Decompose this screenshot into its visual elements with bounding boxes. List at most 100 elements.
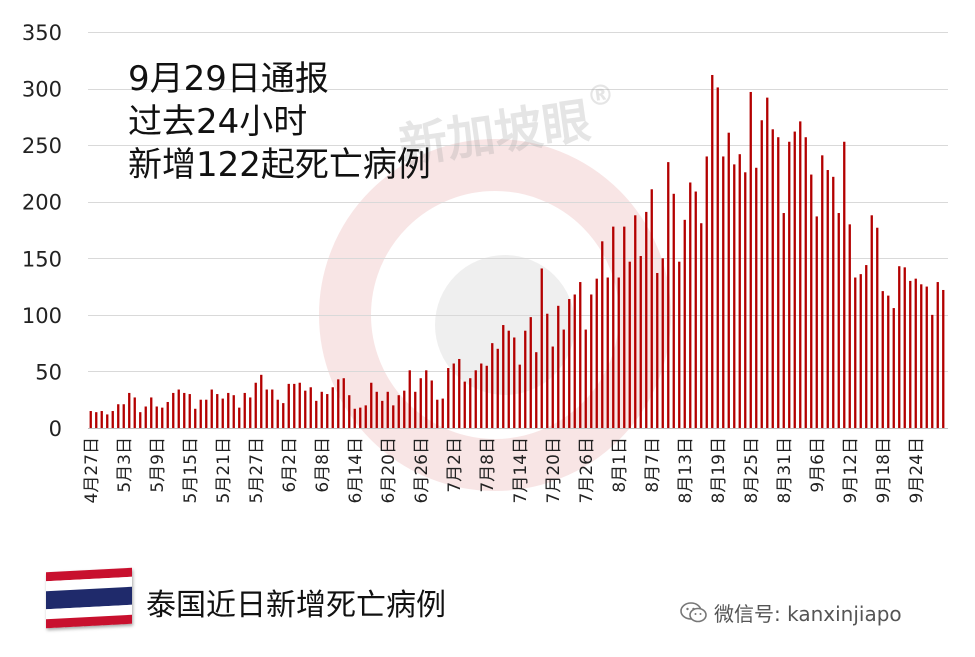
chart-caption: 泰国近日新增死亡病例 xyxy=(146,588,446,623)
bar xyxy=(425,370,428,428)
bar xyxy=(128,392,131,428)
bar xyxy=(419,378,422,428)
x-tick-label: 9月18日 xyxy=(874,437,894,503)
bar xyxy=(942,289,945,428)
bar xyxy=(579,282,582,428)
bar xyxy=(304,390,307,428)
y-tick-label: 200 xyxy=(22,191,62,215)
bar xyxy=(848,224,851,428)
bar xyxy=(595,278,598,428)
bar xyxy=(881,291,884,428)
x-tick-label: 8月7日 xyxy=(643,437,663,493)
bar xyxy=(551,346,554,428)
gridlines xyxy=(88,32,948,372)
x-tick-label: 4月27日 xyxy=(82,437,102,503)
bar xyxy=(760,120,763,428)
bar xyxy=(139,412,142,428)
bar xyxy=(557,305,560,428)
bar xyxy=(447,368,450,428)
bar xyxy=(689,182,692,428)
bar xyxy=(265,389,268,428)
bar xyxy=(320,391,323,428)
bar xyxy=(639,256,642,428)
bar xyxy=(733,164,736,428)
bar xyxy=(892,308,895,428)
x-tick-label: 6月14日 xyxy=(346,437,366,503)
bar xyxy=(925,286,928,428)
x-tick-label: 5月15日 xyxy=(181,437,201,503)
bar xyxy=(821,155,824,428)
bar xyxy=(656,272,659,428)
bar xyxy=(469,378,472,428)
bar xyxy=(628,261,631,428)
bar xyxy=(623,226,626,428)
bar xyxy=(370,382,373,428)
bar xyxy=(458,358,461,428)
bar xyxy=(914,278,917,428)
bar xyxy=(700,223,703,428)
bar xyxy=(315,400,318,428)
bar xyxy=(309,387,312,428)
annotation-line-2: 过去24小时 xyxy=(128,102,308,142)
y-tick-label: 300 xyxy=(22,78,62,102)
bar xyxy=(249,397,252,428)
y-tick-label: 50 xyxy=(35,360,62,384)
bar xyxy=(463,381,466,428)
bar xyxy=(282,403,285,428)
bar xyxy=(397,395,400,428)
bar xyxy=(95,412,98,428)
annotation-line-3: 新增122起死亡病例 xyxy=(128,145,431,185)
bar xyxy=(111,411,114,428)
bar xyxy=(931,314,934,428)
bar xyxy=(837,213,840,428)
bar xyxy=(430,380,433,428)
bar xyxy=(172,392,175,428)
bar xyxy=(612,226,615,428)
bar xyxy=(667,162,670,429)
bar xyxy=(870,215,873,428)
y-axis-tick-labels: 0 50 100 150 200 250 300 350 xyxy=(22,21,62,441)
bar xyxy=(408,370,411,428)
bar xyxy=(887,295,890,428)
bar xyxy=(826,170,829,428)
bar xyxy=(260,374,263,428)
x-tick-label: 7月14日 xyxy=(511,437,531,503)
bar xyxy=(799,121,802,428)
bar xyxy=(513,337,516,428)
bar xyxy=(348,395,351,428)
bar xyxy=(298,382,301,428)
bar xyxy=(183,392,186,428)
bar xyxy=(683,219,686,428)
bar xyxy=(117,404,120,428)
bar xyxy=(727,132,730,428)
bar xyxy=(744,172,747,428)
y-tick-label: 0 xyxy=(49,417,62,441)
bar xyxy=(749,91,752,428)
bar xyxy=(436,399,439,428)
bar xyxy=(381,400,384,428)
bar xyxy=(777,137,780,428)
bar xyxy=(238,407,241,428)
bar xyxy=(452,363,455,428)
bar xyxy=(353,408,356,428)
bar xyxy=(337,379,340,428)
bar xyxy=(705,156,708,428)
bar xyxy=(276,399,279,428)
bar xyxy=(562,329,565,428)
bar xyxy=(810,174,813,428)
x-tick-label: 6月26日 xyxy=(412,437,432,503)
x-tick-label: 5月21日 xyxy=(214,437,234,503)
bar xyxy=(854,277,857,428)
bar xyxy=(188,394,191,428)
bar xyxy=(485,365,488,428)
bar xyxy=(216,394,219,428)
x-tick-label: 9月12日 xyxy=(841,437,861,503)
bar xyxy=(177,389,180,428)
bar xyxy=(161,407,164,428)
x-tick-label: 6月2日 xyxy=(280,437,300,493)
x-tick-label: 8月13日 xyxy=(676,437,696,503)
bar xyxy=(100,411,103,428)
bar xyxy=(535,352,538,428)
bar xyxy=(771,129,774,429)
bar xyxy=(133,397,136,428)
